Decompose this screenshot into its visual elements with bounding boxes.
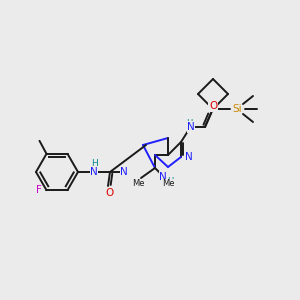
Text: O: O [209, 101, 217, 111]
Text: H: H [186, 118, 192, 127]
Text: N: N [90, 167, 98, 177]
Text: H: H [167, 176, 173, 185]
Text: F: F [36, 185, 41, 195]
Text: Me: Me [132, 179, 144, 188]
Text: O: O [105, 188, 113, 198]
Text: N: N [185, 152, 193, 162]
Text: Me: Me [162, 179, 174, 188]
Text: N: N [120, 167, 128, 177]
Text: H: H [91, 160, 98, 169]
Text: Si: Si [232, 104, 242, 114]
Text: N: N [187, 122, 195, 132]
Text: N: N [159, 172, 167, 182]
